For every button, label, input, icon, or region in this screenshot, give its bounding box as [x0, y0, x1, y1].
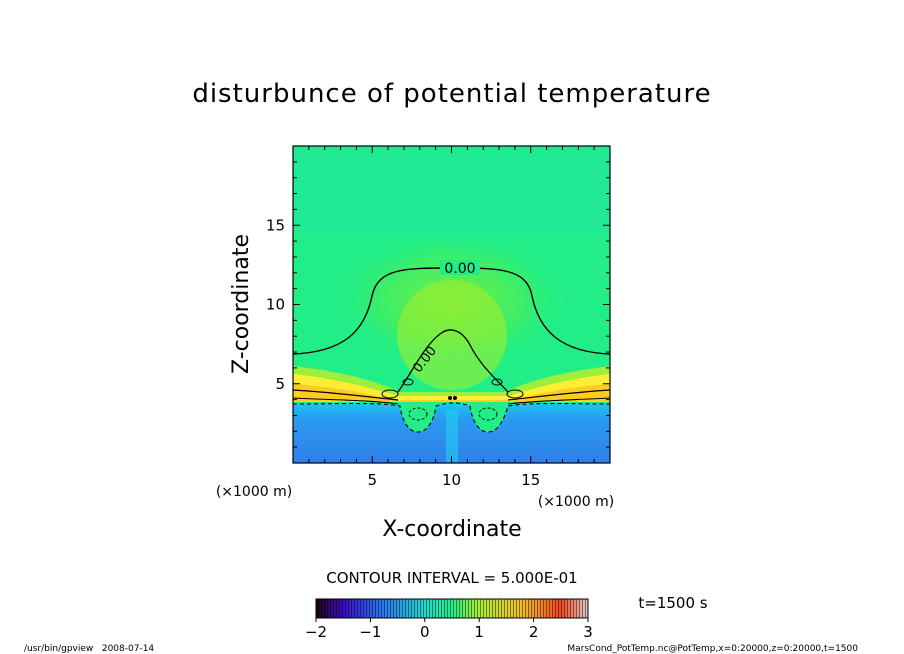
y-axis-label: Z-coordinate [229, 234, 254, 374]
colorbar-ticks: −2 −1 0 1 2 3 [305, 618, 593, 641]
colorbar-tick-label: −1 [359, 623, 381, 641]
y-tick-label: 15 [266, 216, 285, 234]
x-tick-labels: 5 10 15 [367, 471, 540, 489]
colorbar-tick-label: 2 [529, 623, 539, 641]
x-axis-label: X-coordinate [382, 517, 521, 542]
frame-ticks [293, 146, 610, 463]
contour-interval: CONTOUR INTERVAL = 5.000E-01 [326, 569, 577, 587]
y-tick-label: 10 [266, 296, 285, 314]
contour-label: 0.00 [444, 261, 475, 277]
chart-title: disturbunce of potential temperature [192, 79, 711, 109]
colorbar-tick-label: 0 [420, 623, 430, 641]
y-tick-label: 5 [275, 375, 285, 393]
y-tick-labels: 5 10 15 [266, 216, 285, 393]
x-tick-label: 5 [367, 471, 377, 489]
plot-field [293, 146, 610, 463]
colorbar-tick-label: 1 [474, 623, 484, 641]
footer-right: MarsCond_PotTemp.nc@PotTemp,x=0:20000,z=… [567, 644, 858, 654]
x-tick-label: 10 [442, 471, 461, 489]
y-unit-label: (×1000 m) [216, 484, 292, 500]
x-unit-label: (×1000 m) [538, 494, 614, 510]
time-label: t=1500 s [638, 594, 707, 612]
colorbar-tick-label: 3 [583, 623, 593, 641]
x-tick-label: 15 [521, 471, 540, 489]
footer-left: /usr/bin/gpview 2008-07-14 [24, 644, 154, 654]
colorbar-tick-label: −2 [305, 623, 327, 641]
